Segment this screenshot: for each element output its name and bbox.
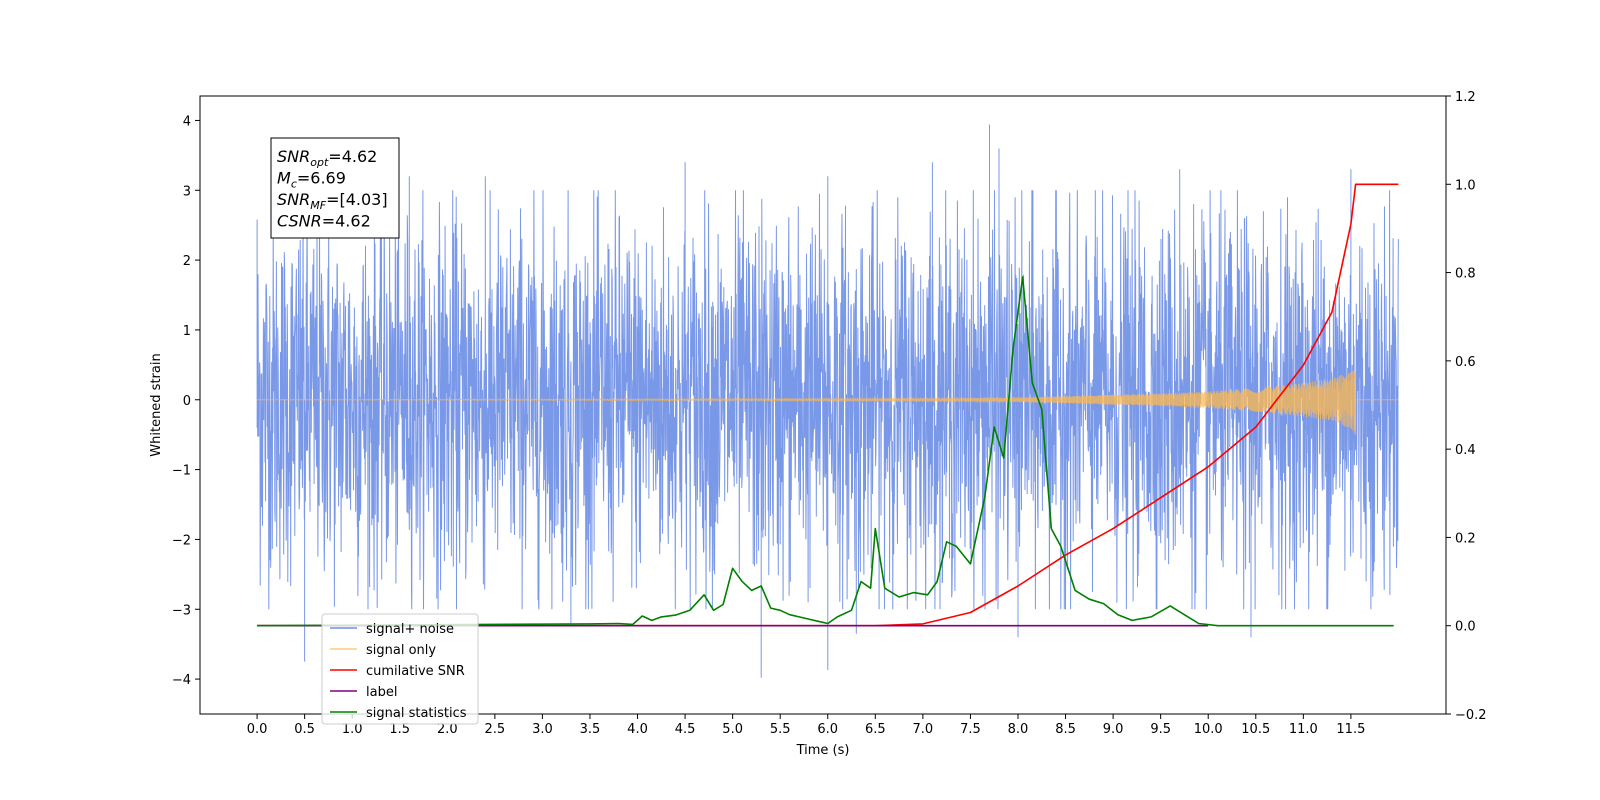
- y2-axis-ticks: 1.2 1.0 0.8 0.6 0.4 0.2 0.0 −0.2: [1446, 90, 1487, 723]
- x-tick-label: 3.5: [580, 722, 601, 737]
- series-signal-statistics: [257, 276, 1394, 627]
- y2-tick-label: −0.2: [1455, 708, 1487, 723]
- y-tick-label: −2: [172, 533, 191, 548]
- y-tick-label: −3: [172, 603, 191, 618]
- x-tick-label: 10.5: [1241, 722, 1270, 737]
- series-cumulative-snr: [257, 183, 1399, 627]
- annotation-line: SNRMF=[4.03]: [277, 190, 388, 212]
- signal-plus-noise-line: [256, 124, 1399, 678]
- y2-tick-label: 0.8: [1455, 267, 1476, 282]
- annotation-symbol: SNR: [277, 190, 310, 209]
- x-tick-label: 6.5: [865, 722, 886, 737]
- y2-tick-label: 0.0: [1455, 620, 1476, 635]
- annotation-symbol: M: [277, 169, 291, 188]
- x-tick-label: 2.0: [437, 722, 458, 737]
- x-tick-label: 1.5: [389, 722, 410, 737]
- x-tick-label: 7.5: [960, 722, 981, 737]
- y-tick-label: 0: [183, 394, 191, 409]
- annotation-subscript: MF: [310, 199, 326, 212]
- annotation-line: Mc=6.69: [277, 169, 346, 191]
- signal-statistics-line: [257, 276, 1394, 627]
- x-axis-ticks: 0.0 0.5 1.0 1.5 2.0 2.5 3.0 3.5 4.0 4.5 5.0 5.5 6.0 6…: [247, 714, 1365, 737]
- x-tick-label: 0.0: [247, 722, 268, 737]
- annotation-subscript: opt: [310, 156, 329, 169]
- annotation-line: CSNR=4.62: [277, 212, 371, 231]
- y-axis-label: Whitened strain: [149, 353, 164, 456]
- series-signal-only: [257, 370, 1399, 435]
- x-tick-label: 8.0: [1008, 722, 1029, 737]
- x-tick-label: 11.5: [1336, 722, 1365, 737]
- plot-area: [256, 124, 1399, 678]
- legend-items: signal+ noise signal only cumilative SNR la…: [330, 622, 467, 721]
- annotation-symbol: SNR: [277, 147, 310, 166]
- x-tick-label: 5.5: [770, 722, 791, 737]
- y2-tick-label: 0.2: [1455, 531, 1476, 546]
- x-tick-label: 1.0: [342, 722, 363, 737]
- y-axis-ticks: 4 3 2 1 0 −1 −2 −3 −4: [172, 114, 200, 688]
- y-tick-label: 2: [183, 254, 191, 269]
- x-tick-label: 8.5: [1055, 722, 1076, 737]
- legend: signal+ noise signal only cumilative SNR la…: [321, 613, 479, 725]
- x-tick-label: 6.0: [817, 722, 838, 737]
- y-tick-label: 1: [183, 324, 191, 339]
- annotation-value: =4.62: [322, 212, 371, 231]
- y2-tick-label: 0.6: [1455, 355, 1476, 370]
- series-signal-plus-noise: [256, 124, 1399, 678]
- annotation-line: SNRopt=4.62: [277, 147, 377, 169]
- annotation-value: =6.69: [297, 169, 346, 188]
- x-tick-label: 0.5: [294, 722, 315, 737]
- x-tick-label: 4.5: [675, 722, 696, 737]
- x-tick-label: 3.0: [532, 722, 553, 737]
- x-tick-label: 9.5: [1150, 722, 1171, 737]
- x-tick-label: 9.0: [1103, 722, 1124, 737]
- annotation-subscript: c: [291, 178, 297, 191]
- x-tick-label: 5.0: [722, 722, 743, 737]
- signal-only-line: [257, 370, 1399, 435]
- y-tick-label: −4: [172, 673, 191, 688]
- x-tick-label: 2.5: [485, 722, 506, 737]
- cumulative-snr-line: [257, 183, 1399, 627]
- axes-frame: [199, 95, 1447, 715]
- legend-label: signal+ noise: [366, 622, 454, 637]
- x-tick-label: 7.0: [913, 722, 934, 737]
- y2-tick-label: 0.4: [1455, 443, 1476, 458]
- y2-tick-label: 1.0: [1455, 178, 1476, 193]
- legend-frame: [321, 613, 479, 725]
- y-tick-label: 3: [183, 184, 191, 199]
- y-tick-label: 4: [183, 114, 191, 129]
- annotation-value: =4.62: [328, 147, 377, 166]
- y2-tick-label: 1.2: [1455, 90, 1476, 105]
- legend-label: signal only: [366, 643, 436, 658]
- annotation-value: =[4.03]: [326, 190, 388, 209]
- legend-label: label: [366, 685, 397, 700]
- x-tick-label: 11.0: [1289, 722, 1318, 737]
- y-tick-label: −1: [172, 464, 191, 479]
- x-tick-label: 4.0: [627, 722, 648, 737]
- legend-label: cumilative SNR: [366, 664, 465, 679]
- x-axis-label: Time (s): [796, 743, 850, 758]
- x-tick-label: 10.0: [1194, 722, 1223, 737]
- annotation-frame: [270, 137, 400, 239]
- annotation-symbol: CSNR: [277, 212, 322, 231]
- legend-label: signal statistics: [366, 706, 467, 721]
